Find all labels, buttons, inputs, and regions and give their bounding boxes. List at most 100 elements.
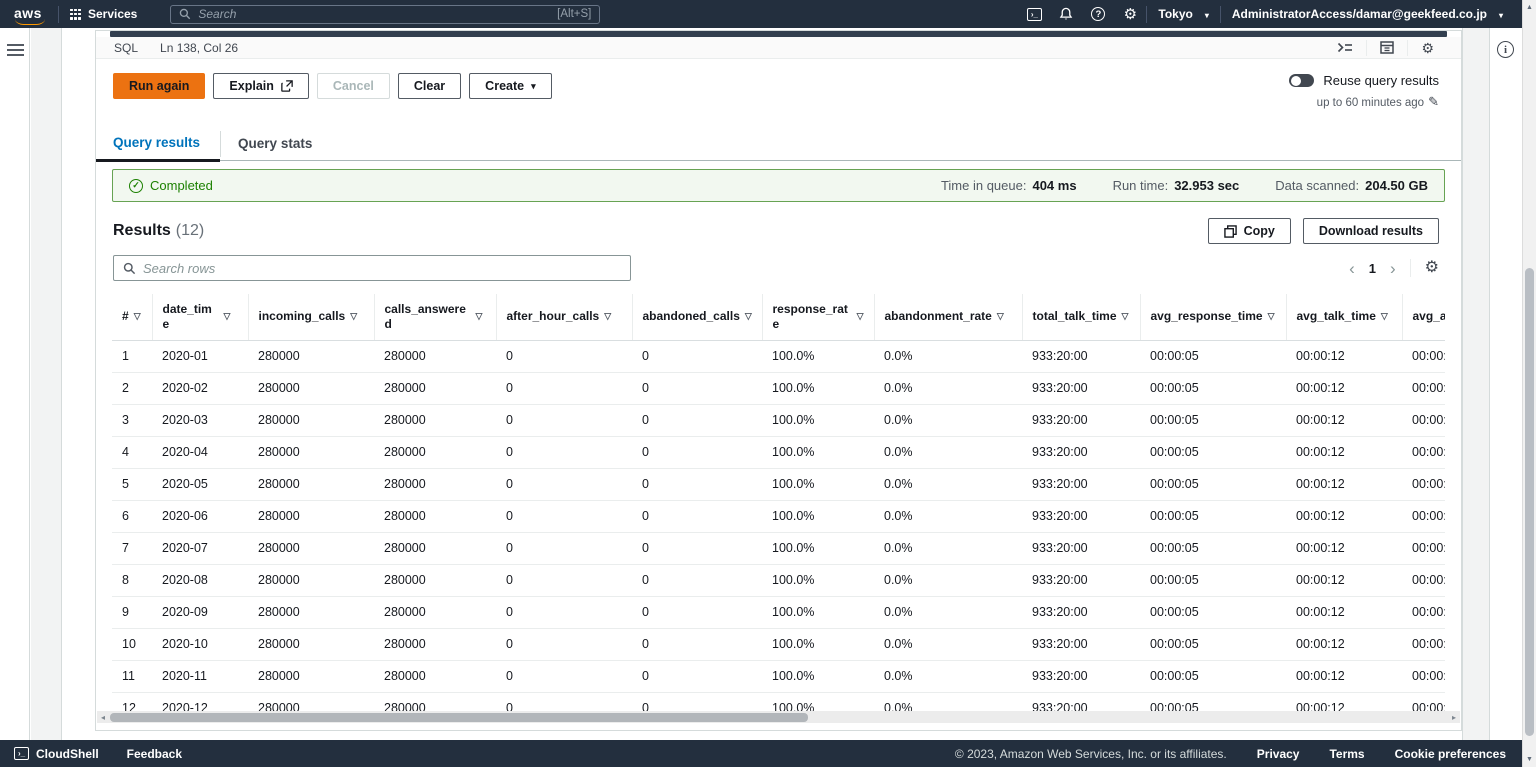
- table-cell: 0: [496, 628, 632, 660]
- scroll-up-arrow[interactable]: ▲: [1523, 4, 1536, 11]
- previous-page-icon[interactable]: ‹: [1349, 260, 1355, 277]
- column-header[interactable]: avg_a▽: [1402, 294, 1445, 340]
- table-cell: 6: [112, 500, 152, 532]
- table-cell: 0.0%: [874, 468, 1022, 500]
- settings-gear-icon[interactable]: ⚙: [1114, 0, 1146, 28]
- services-menu[interactable]: Services: [59, 0, 148, 28]
- next-page-icon[interactable]: ›: [1390, 260, 1396, 277]
- notifications-bell-icon[interactable]: [1050, 0, 1082, 28]
- nav-search-box[interactable]: [Alt+S]: [170, 5, 600, 24]
- nav-right-group: ›_ ? ⚙ Tokyo ▾ AdministratorAccess/damar…: [1018, 0, 1536, 28]
- editor-icon-group: ⚙: [1324, 40, 1447, 56]
- vertical-scrollbar-thumb[interactable]: [1525, 268, 1534, 736]
- column-header[interactable]: abandonment_rate ▽: [874, 294, 1022, 340]
- sort-icon[interactable]: ▽: [1122, 311, 1129, 322]
- column-header[interactable]: response_rate▽: [762, 294, 874, 340]
- scroll-left-arrow[interactable]: ◂: [97, 713, 109, 722]
- table-cell: 0.0%: [874, 436, 1022, 468]
- table-cell: 00:00:12: [1286, 436, 1402, 468]
- download-results-button[interactable]: Download results: [1303, 218, 1439, 244]
- scroll-down-arrow[interactable]: ▼: [1523, 756, 1536, 763]
- table-cell: 0.0%: [874, 372, 1022, 404]
- table-preferences-gear-icon[interactable]: ⚙: [1425, 260, 1439, 276]
- table-cell: 280000: [248, 660, 374, 692]
- clear-button[interactable]: Clear: [398, 73, 461, 99]
- hamburger-menu-icon[interactable]: [7, 44, 24, 56]
- table-cell: 0.0%: [874, 340, 1022, 372]
- nav-search-input[interactable]: [198, 7, 550, 21]
- sort-icon[interactable]: ▽: [857, 311, 864, 322]
- cloudshell-button[interactable]: ›_ CloudShell: [0, 747, 113, 761]
- sort-icon[interactable]: ▽: [604, 311, 611, 322]
- table-cell: 0.0%: [874, 628, 1022, 660]
- column-header[interactable]: after_hour_calls▽: [496, 294, 632, 340]
- metric-label: Data scanned:: [1275, 178, 1359, 193]
- create-button[interactable]: Create ▾: [469, 73, 551, 99]
- column-header[interactable]: avg_response_time▽: [1140, 294, 1286, 340]
- tab-query-results[interactable]: Query results: [96, 135, 220, 162]
- current-page-number[interactable]: 1: [1369, 261, 1376, 276]
- table-cell: 0: [496, 436, 632, 468]
- account-menu[interactable]: AdministratorAccess/damar@geekfeed.co.jp…: [1221, 0, 1514, 28]
- reuse-results-toggle[interactable]: [1289, 74, 1314, 87]
- help-icon[interactable]: ?: [1082, 0, 1114, 28]
- cookie-preferences-link[interactable]: Cookie preferences: [1395, 747, 1506, 761]
- command-palette-icon[interactable]: [1324, 40, 1366, 56]
- sort-icon[interactable]: ▽: [476, 311, 483, 322]
- tab-query-stats[interactable]: Query stats: [221, 136, 332, 160]
- column-header-label: abandonment_rate: [885, 309, 992, 324]
- table-cell: 100.0%: [762, 500, 874, 532]
- cloudshell-icon[interactable]: ›_: [1018, 0, 1050, 28]
- table-cell: 00:00:12: [1286, 372, 1402, 404]
- table-cell: 280000: [374, 500, 496, 532]
- sort-icon[interactable]: ▽: [1268, 311, 1275, 322]
- table-header-row: #▽date_time▽incoming_calls▽calls_answere…: [112, 294, 1445, 340]
- search-rows-input[interactable]: [143, 261, 621, 276]
- sort-icon[interactable]: ▽: [997, 311, 1004, 322]
- column-header[interactable]: #▽: [112, 294, 152, 340]
- sort-icon[interactable]: ▽: [350, 311, 357, 322]
- column-header[interactable]: abandoned_calls▽: [632, 294, 762, 340]
- editor-window-icon[interactable]: [1366, 40, 1407, 56]
- sort-icon[interactable]: ▽: [1381, 311, 1388, 322]
- collapsed-sidebar: [0, 28, 30, 740]
- sort-icon[interactable]: ▽: [134, 311, 141, 322]
- search-rows-box[interactable]: [113, 255, 631, 281]
- table-cell: 00:00:12: [1286, 660, 1402, 692]
- privacy-link[interactable]: Privacy: [1257, 747, 1300, 761]
- scroll-right-arrow[interactable]: ▸: [1448, 713, 1460, 722]
- run-again-button[interactable]: Run again: [113, 73, 205, 99]
- aws-logo[interactable]: aws: [14, 5, 42, 21]
- table-cell: 280000: [248, 468, 374, 500]
- table-cell: 0.0%: [874, 564, 1022, 596]
- edit-pencil-icon[interactable]: ✎: [1428, 94, 1439, 109]
- table-controls-row: ‹ 1 › ⚙: [113, 255, 1439, 281]
- region-selector[interactable]: Tokyo ▾: [1147, 0, 1219, 28]
- gear-icon: ⚙: [1124, 7, 1137, 22]
- divider: [1410, 259, 1411, 277]
- terms-link[interactable]: Terms: [1329, 747, 1364, 761]
- table-cell: 933:20:00: [1022, 468, 1140, 500]
- sort-icon[interactable]: ▽: [224, 311, 231, 322]
- sort-icon[interactable]: ▽: [745, 311, 752, 322]
- table-cell: 00:00:05: [1140, 468, 1286, 500]
- horizontal-scrollbar-thumb[interactable]: [110, 713, 808, 722]
- aws-smile-icon: [15, 19, 45, 25]
- table-cell: 0: [496, 340, 632, 372]
- table-cell: 1: [112, 340, 152, 372]
- column-header[interactable]: avg_talk_time▽: [1286, 294, 1402, 340]
- column-header[interactable]: incoming_calls▽: [248, 294, 374, 340]
- info-icon[interactable]: i: [1497, 41, 1514, 58]
- cancel-button[interactable]: Cancel: [317, 73, 390, 99]
- copy-button[interactable]: Copy: [1208, 218, 1291, 244]
- table-cell: 0: [632, 500, 762, 532]
- feedback-button[interactable]: Feedback: [113, 747, 196, 761]
- column-header[interactable]: date_time▽: [152, 294, 248, 340]
- column-header[interactable]: calls_answered▽: [374, 294, 496, 340]
- column-header[interactable]: total_talk_time▽: [1022, 294, 1140, 340]
- editor-settings-icon[interactable]: ⚙: [1407, 40, 1447, 56]
- explain-button[interactable]: Explain: [213, 73, 308, 99]
- table-cell: 100.0%: [762, 532, 874, 564]
- table-cell: 2020-10: [152, 628, 248, 660]
- table-cell: 8: [112, 564, 152, 596]
